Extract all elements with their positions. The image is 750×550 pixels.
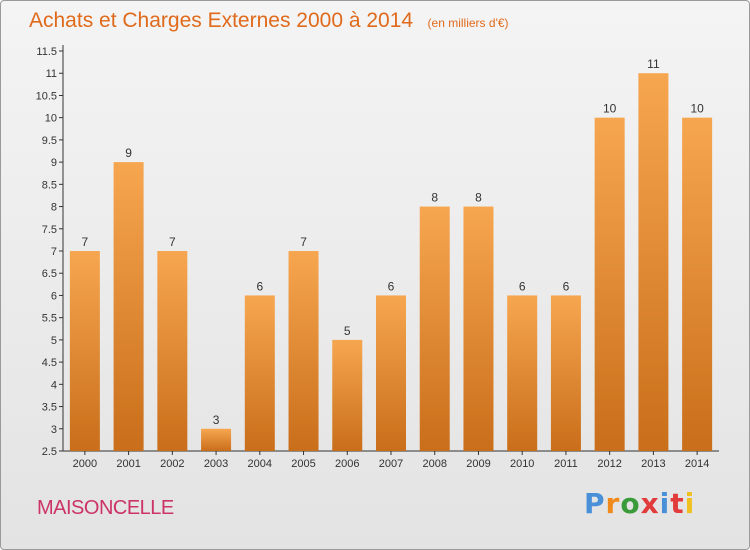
y-tick-label: 6 [51,290,57,302]
x-tick-label: 2001 [116,458,140,470]
y-tick-label: 4.5 [42,357,57,369]
logo-letter: r [605,487,621,520]
bar-2013 [638,73,669,451]
data-label: 5 [344,324,351,338]
x-tick-label: 2008 [422,458,446,470]
town-name: MAISONCELLE [37,497,174,519]
labels: 7 2000 9 2001 7 2002 3 2003 6 2004 7 2005 5 2006 6 2007… [73,57,710,470]
y-tick-label: 10.5 [36,90,57,102]
bar-2006 [332,339,363,451]
chart-unit: (en milliers d'€) [427,16,509,30]
x-tick-label: 2007 [379,458,403,470]
data-label: 6 [256,279,263,293]
bar-2007 [376,295,406,451]
x-tick-label: 2011 [554,458,578,470]
bars [69,73,713,452]
bar-2014 [682,117,713,452]
data-label: 11 [647,57,660,71]
data-label: 7 [82,235,89,249]
x-tick-label: 2013 [641,458,665,470]
bar-2000 [69,251,100,451]
x-tick-label: 2009 [466,458,490,470]
data-label: 7 [300,235,307,249]
bar-2008 [419,206,450,451]
y-tick-label: 6.5 [42,268,57,280]
bar-2012 [594,117,625,452]
data-label: 10 [603,102,617,116]
logo-letter: i [659,487,671,520]
y-tick-label: 10 [45,113,57,125]
logo-letter: t [670,487,685,520]
bar-2005 [288,251,319,451]
logo-letter: i [684,487,696,520]
bar-2002 [157,251,188,451]
bar-2010 [507,295,538,451]
y-tick-label: 11.5 [36,46,57,58]
y-tick-label: 5 [51,335,57,347]
x-tick-label: 2000 [73,458,97,470]
x-tick-label: 2005 [291,458,315,470]
x-tick-label: 2010 [510,458,534,470]
data-label: 7 [169,235,176,249]
y-tick-label: 7 [51,246,57,258]
y-tick-label: 5.5 [42,313,57,325]
y-tick-label: 4 [51,379,57,391]
y-tick-label: 2.5 [42,446,57,458]
data-label: 8 [475,191,482,205]
data-label: 6 [519,279,526,293]
title-row: Achats et Charges Externes 2000 à 2014 (… [29,9,509,33]
x-tick-label: 2014 [685,458,709,470]
x-tick-label: 2002 [160,458,184,470]
y-tick-label: 8 [51,202,57,214]
logo-letter: o [620,487,641,520]
bar-2004 [244,295,275,451]
logo-letter: x [640,487,660,520]
data-label: 10 [690,102,704,116]
data-label: 3 [213,413,220,427]
bar-2009 [463,206,494,451]
y-tick-label: 7.5 [42,224,57,236]
x-tick-label: 2006 [335,458,359,470]
data-label: 6 [563,279,570,293]
data-label: 8 [431,191,438,205]
x-tick-label: 2004 [248,458,272,470]
y-tick-label: 3.5 [42,402,57,414]
data-label: 6 [388,279,395,293]
bar-2011 [550,295,581,451]
y-tick-label: 8.5 [42,179,57,191]
bar-2003 [201,428,232,451]
logo-letter: P [584,487,606,520]
y-tick-label: 9 [51,157,57,169]
x-tick-label: 2003 [204,458,228,470]
y-tick-label: 9.5 [42,135,57,147]
proxiti-logo[interactable]: Proxiti [584,487,695,520]
x-tick-label: 2012 [597,458,621,470]
y-tick-label: 11 [46,68,57,80]
data-label: 9 [125,146,132,160]
bar-2001 [113,162,144,451]
y-tick-label: 3 [51,424,57,436]
chart-title: Achats et Charges Externes 2000 à 2014 [29,9,414,32]
